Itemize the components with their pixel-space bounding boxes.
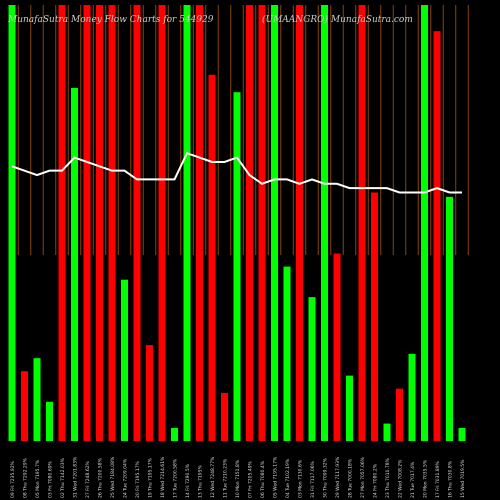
bar — [58, 5, 66, 441]
x-tick-label: 04 Tue 7102.19% — [285, 458, 291, 498]
bar — [396, 388, 403, 441]
bar — [258, 5, 266, 441]
bar — [46, 401, 53, 441]
x-tick-label: 25 Wed 7184.08% — [110, 456, 116, 498]
bar — [246, 5, 253, 441]
bar — [333, 253, 341, 441]
x-tick-label: 13 Thu 7195% — [198, 465, 204, 498]
x-tick-label: 12 Wed 7248.77% — [210, 456, 216, 498]
bar — [233, 92, 241, 441]
x-tick-label: 23 Thu 7010.78% — [385, 457, 391, 498]
x-tick-label: 28 Tue 7000.18% — [348, 458, 354, 498]
bar — [433, 31, 441, 441]
flow-line — [11, 152, 462, 194]
bar — [221, 393, 228, 441]
x-tick-label: 27 Fri 7248.62% — [85, 460, 91, 498]
x-tick-label: 15 Wed 7019.5% — [460, 459, 466, 498]
x-tick-label: 03 Fri 7080.69% — [48, 460, 54, 498]
x-tick-label: 20 Fri 7195.17% — [135, 460, 141, 498]
bar — [346, 375, 353, 441]
bar — [21, 371, 28, 441]
bar — [196, 5, 203, 441]
x-tick-label: 31 Wed 7201.83% — [73, 456, 79, 498]
bar — [183, 5, 191, 441]
bar — [296, 5, 303, 441]
x-tick-label: 11 Tue 7210.23% — [223, 458, 229, 498]
bar — [8, 5, 16, 441]
bar — [283, 266, 291, 441]
bar — [108, 5, 116, 441]
bar — [121, 279, 128, 441]
x-tick-label: 20 Mon 7035.5% — [423, 459, 429, 498]
bar — [383, 423, 391, 441]
x-tick-label: 29 Wed 7117.93% — [335, 456, 341, 498]
x-tick-label: 19 Thu 7195.17% — [148, 457, 154, 498]
x-tick-label: 18 Wed 7214.61% — [160, 456, 166, 498]
bar — [308, 297, 316, 441]
bar — [371, 192, 378, 441]
bar — [358, 5, 366, 441]
x-tick-label: 24 Tue 7209.04% — [123, 458, 129, 498]
x-tick-label: 17 Tue 7200.58% — [173, 458, 179, 498]
chart-title: MunafaSutra Money Flow Charts for 544929 — [7, 15, 214, 25]
x-tick-label: 14 Fri 7290.5% — [185, 463, 191, 498]
x-tick-label: 02 Thu 7142.03% — [60, 457, 66, 498]
bar — [321, 5, 328, 441]
x-tick-label: 09 Fri 7235.92% — [10, 460, 16, 498]
x-tick-label: 05 Mon 7195.7% — [35, 459, 41, 498]
x-tick-label: 24 Fri 7080.2% — [373, 463, 379, 498]
bar — [146, 345, 153, 441]
x-tick-label: 27 Mon 7057.06% — [360, 456, 366, 498]
bar — [171, 427, 178, 441]
bar — [408, 353, 416, 441]
x-tick-label: 07 Fri 7205.49% — [248, 460, 254, 498]
x-tick-label: 21 Tue 7017.4% — [410, 461, 416, 498]
bar — [96, 5, 103, 441]
x-tick-label: 08 Thu 7292.29% — [23, 457, 29, 498]
x-tick-label: 16 Thu 7030.8% — [448, 460, 454, 498]
x-tick-label: 31 Fri 7117.06% — [310, 460, 316, 498]
x-tick-label: 17 Fri 7031.89% — [435, 460, 441, 498]
x-tick-label: 22 Wed 7008.2% — [398, 459, 404, 498]
bar — [421, 5, 428, 441]
bar — [458, 427, 466, 441]
bar — [71, 87, 78, 441]
bar — [133, 5, 141, 441]
bar — [83, 5, 91, 441]
x-tick-label: 26 Thu 7200.58% — [98, 457, 104, 498]
x-tick-label: 10 Mon 7151.8% — [235, 459, 241, 498]
bar — [158, 5, 166, 441]
bar — [446, 196, 453, 441]
chart-subtitle: (UMAANGRO) MunafaSutra.com — [262, 14, 413, 25]
bar — [33, 358, 41, 441]
x-tick-label: 06 Thu 7080.4% — [260, 460, 266, 498]
x-tick-label: 30 Thu 7099.32% — [323, 457, 329, 498]
x-tick-label: 03 Mon 7130.6% — [298, 459, 304, 498]
x-tick-label: 05 Wed 7195.17% — [273, 456, 279, 498]
bar — [271, 5, 278, 441]
bar — [208, 74, 216, 441]
